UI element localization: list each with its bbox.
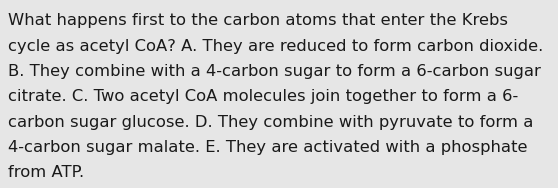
Text: cycle as acetyl CoA? A. They are reduced to form carbon dioxide.: cycle as acetyl CoA? A. They are reduced… <box>8 39 543 54</box>
Text: What happens first to the carbon atoms that enter the Krebs: What happens first to the carbon atoms t… <box>8 13 508 28</box>
Text: carbon sugar glucose. D. They combine with pyruvate to form a: carbon sugar glucose. D. They combine wi… <box>8 115 533 130</box>
Text: 4-carbon sugar malate. E. They are activated with a phosphate: 4-carbon sugar malate. E. They are activ… <box>8 140 527 155</box>
Text: B. They combine with a 4-carbon sugar to form a 6-carbon sugar: B. They combine with a 4-carbon sugar to… <box>8 64 541 79</box>
Text: citrate. C. Two acetyl CoA molecules join together to form a 6-: citrate. C. Two acetyl CoA molecules joi… <box>8 89 518 104</box>
Text: from ATP.: from ATP. <box>8 165 84 180</box>
